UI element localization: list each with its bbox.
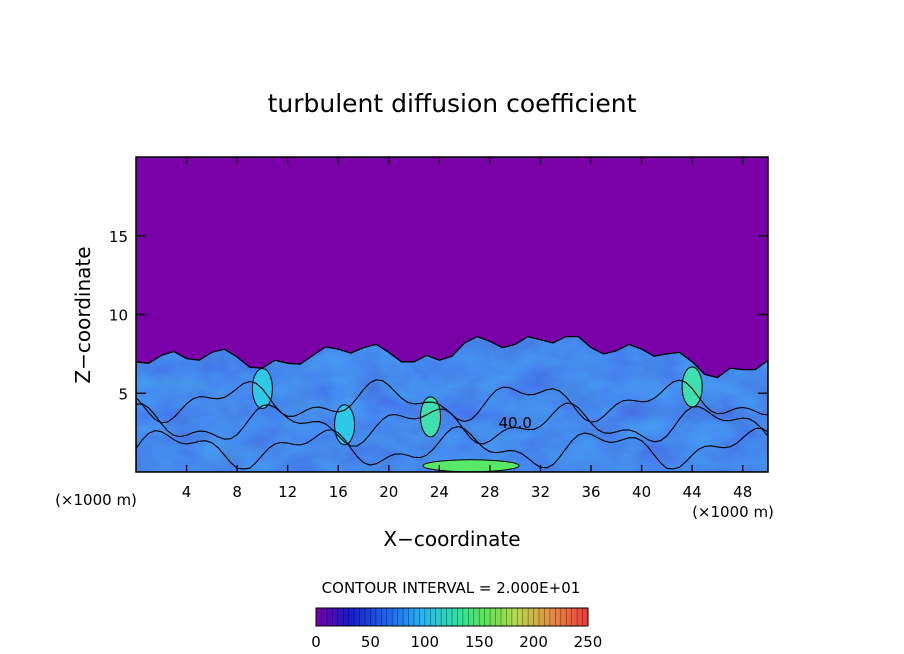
x-tick-label: 20 — [379, 483, 398, 501]
x-tick-label: 28 — [480, 483, 499, 501]
contour-line-outer — [136, 335, 768, 472]
colorbar-stripes — [321, 608, 583, 626]
y-axis-ticks: 5 10 15 — [109, 228, 768, 403]
y-tick-label: 15 — [109, 228, 128, 246]
y-axis-label: Z−coordinate — [71, 246, 95, 383]
x-tick-label: 40 — [632, 483, 651, 501]
z-unit-label: (×1000 m) — [55, 491, 137, 509]
contour-line — [136, 425, 768, 470]
x-tick-label: 44 — [683, 483, 702, 501]
chart-title: turbulent diffusion coefficient — [268, 89, 637, 118]
x-tick-label: 36 — [581, 483, 600, 501]
colorbar-tick-label: 250 — [574, 633, 603, 651]
high-value-feature — [422, 459, 520, 472]
y-tick-label: 10 — [109, 307, 128, 325]
x-tick-label: 8 — [232, 483, 242, 501]
colorbar-tick-label: 200 — [519, 633, 548, 651]
plot-area — [136, 157, 768, 472]
inner-contours — [136, 379, 768, 470]
colorbar-tick-label: 100 — [410, 633, 439, 651]
x-axis-ticks: 4 8 12 16 20 24 28 32 36 40 44 48 — [182, 157, 752, 501]
colorbar-tick-label: 0 — [311, 633, 321, 651]
contour-interval-text: CONTOUR INTERVAL = 2.000E+01 — [322, 579, 581, 597]
colorbar-tick-label: 50 — [361, 633, 380, 651]
x-tick-label: 48 — [733, 483, 752, 501]
colorbar-tick-labels: 0 50 100 150 200 250 — [311, 633, 602, 651]
y-tick-label: 5 — [118, 385, 128, 403]
x-tick-label: 4 — [182, 483, 192, 501]
x-tick-label: 12 — [278, 483, 297, 501]
high-value-feature — [681, 366, 703, 408]
x-axis-label: X−coordinate — [383, 527, 520, 551]
x-tick-label: 16 — [329, 483, 348, 501]
contour-line — [136, 379, 768, 424]
x-tick-label: 32 — [531, 483, 550, 501]
contour-value-label: 40.0 — [498, 414, 531, 432]
colorbar-tick-label: 150 — [465, 633, 494, 651]
x-tick-label: 24 — [430, 483, 449, 501]
x-unit-label: (×1000 m) — [692, 503, 774, 521]
high-value-feature — [420, 396, 442, 438]
